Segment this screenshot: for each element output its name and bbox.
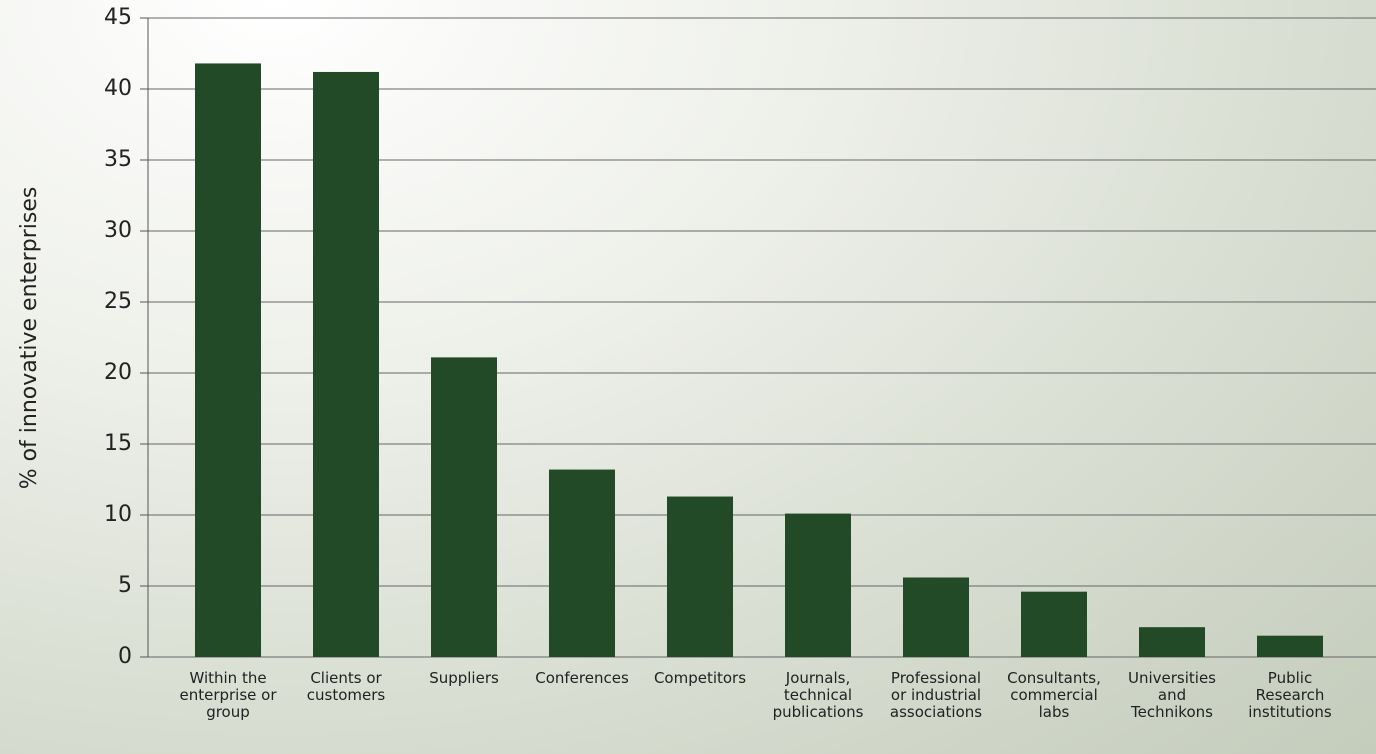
- y-tick-label: 5: [118, 573, 132, 598]
- bar: [313, 71, 379, 657]
- x-tick-label: Conferences: [535, 669, 629, 687]
- x-tick-label: Clients or customers: [306, 669, 386, 704]
- x-tick-label: Suppliers: [429, 669, 499, 687]
- x-tick-label: Universities and Technikons: [1127, 669, 1216, 721]
- bar: [785, 513, 851, 657]
- y-tick-label: 40: [104, 76, 132, 101]
- y-tick-label: 15: [104, 431, 132, 456]
- x-tick-label: Within the enterprise or group: [179, 669, 277, 721]
- y-tick-label: 10: [104, 502, 132, 527]
- y-tick-label: 0: [118, 644, 132, 669]
- bar: [1257, 635, 1323, 657]
- y-tick-label: 45: [104, 5, 132, 30]
- x-tick-label: Professional or industrial associations: [889, 669, 983, 721]
- bar: [431, 357, 497, 657]
- x-tick-label: Consultants, commercial labs: [1007, 669, 1101, 721]
- y-tick-label: 35: [104, 147, 132, 172]
- x-tick-label: Public Research institutions: [1248, 669, 1332, 721]
- x-tick-label: Journals, technical publications: [772, 669, 864, 721]
- bar: [903, 577, 969, 657]
- bar: [195, 63, 261, 657]
- x-tick-label: Competitors: [653, 669, 747, 687]
- y-tick-label: 20: [104, 360, 132, 385]
- y-axis-label: % of innovative enterprises: [17, 187, 42, 490]
- bar: [549, 469, 615, 657]
- bar: [667, 496, 733, 657]
- bar: [1139, 627, 1205, 657]
- y-tick-label: 30: [104, 218, 132, 243]
- y-tick-label: 25: [104, 289, 132, 314]
- bar: [1021, 591, 1087, 657]
